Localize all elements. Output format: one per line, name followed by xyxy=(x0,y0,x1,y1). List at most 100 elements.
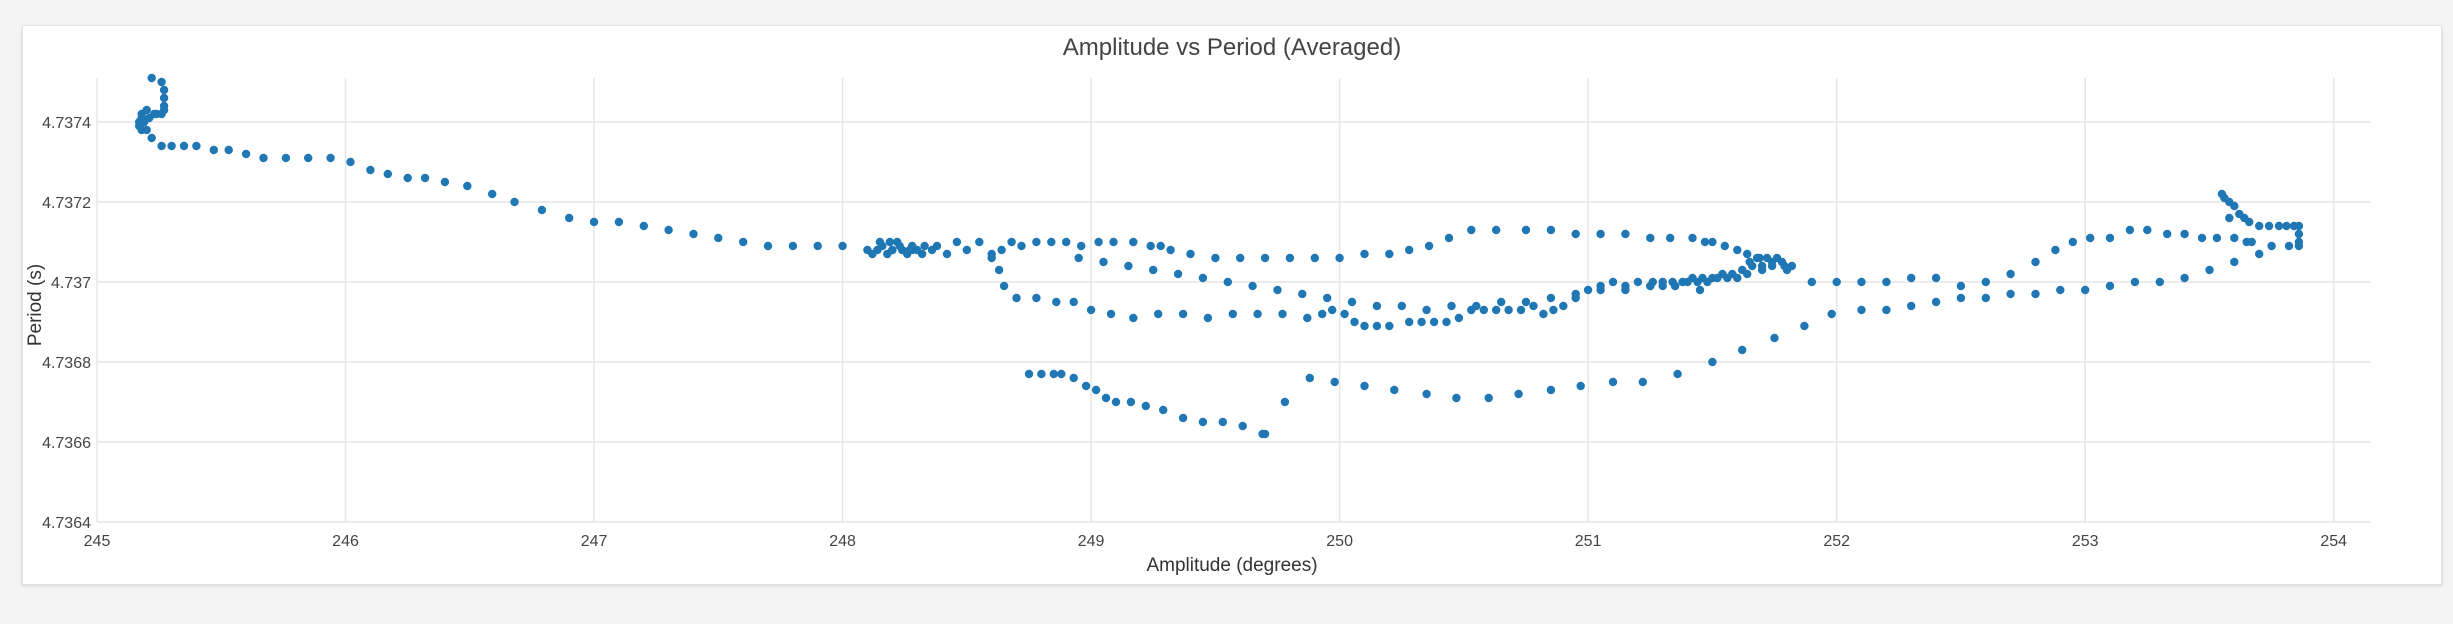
data-point xyxy=(1907,301,1916,311)
data-point xyxy=(888,245,897,255)
chart-title: Amplitude vs Period (Averaged) xyxy=(1063,34,1401,61)
data-point xyxy=(1372,321,1382,331)
chart-card: Amplitude vs Period (Averaged) 245 246 247… xyxy=(22,25,2442,585)
data-point xyxy=(1109,237,1118,247)
data-point xyxy=(1106,309,1116,319)
data-point xyxy=(1198,273,1208,283)
data-point xyxy=(1159,405,1168,415)
data-point xyxy=(1757,265,1767,275)
data-point xyxy=(1444,233,1454,243)
data-point xyxy=(2081,285,2090,295)
data-point xyxy=(1417,317,1426,327)
data-point xyxy=(1081,381,1091,391)
data-point xyxy=(1708,357,1717,367)
data-point xyxy=(1827,309,1836,319)
data-point xyxy=(1156,241,1165,251)
data-point xyxy=(259,153,268,163)
data-point xyxy=(639,221,648,231)
data-point xyxy=(1238,421,1247,431)
data-point xyxy=(1720,241,1730,251)
data-point xyxy=(1956,293,1966,303)
data-point xyxy=(1129,313,1138,323)
data-point xyxy=(2051,245,2060,255)
data-point xyxy=(1497,297,1506,307)
data-point xyxy=(1931,297,1941,307)
data-point xyxy=(1141,401,1151,411)
data-point xyxy=(1516,305,1526,315)
data-point xyxy=(1310,253,1320,263)
data-point xyxy=(1360,321,1369,331)
data-point xyxy=(2031,257,2040,267)
data-point xyxy=(1228,309,1238,319)
data-point xyxy=(997,245,1006,255)
data-point xyxy=(1770,333,1779,343)
data-point xyxy=(1576,381,1585,391)
data-point xyxy=(1857,277,1866,287)
data-point xyxy=(1479,305,1489,315)
data-point xyxy=(1713,273,1722,283)
data-point xyxy=(1258,429,1267,439)
data-point xyxy=(167,141,176,151)
data-point xyxy=(1007,237,1016,247)
data-point xyxy=(1708,237,1717,247)
data-point xyxy=(1646,233,1655,243)
data-point xyxy=(1385,249,1394,259)
data-point xyxy=(1086,305,1096,315)
data-point xyxy=(1695,285,1705,295)
data-point xyxy=(1484,393,1493,403)
data-point xyxy=(885,237,894,247)
data-point xyxy=(2242,237,2251,247)
data-point xyxy=(1278,309,1287,319)
data-point xyxy=(1126,397,1136,407)
data-point xyxy=(1350,317,1359,327)
data-point xyxy=(1280,397,1290,407)
data-point xyxy=(2235,209,2244,219)
data-point xyxy=(1638,377,1648,387)
data-point xyxy=(1646,281,1655,291)
data-point xyxy=(1673,369,1682,379)
data-point xyxy=(1857,305,1866,315)
data-point xyxy=(975,237,984,247)
data-point xyxy=(1907,273,1916,283)
data-point xyxy=(1032,237,1041,247)
data-point xyxy=(1571,293,1580,303)
series-bottom-descent xyxy=(1024,369,1267,439)
data-point xyxy=(1608,377,1618,387)
data-point xyxy=(1260,253,1270,263)
data-point xyxy=(2197,233,2207,243)
data-point xyxy=(224,145,233,155)
data-point xyxy=(1091,385,1101,395)
data-point xyxy=(1670,281,1680,291)
data-point xyxy=(1608,277,1618,287)
data-point xyxy=(1405,317,1414,327)
data-point xyxy=(1178,413,1188,423)
data-point xyxy=(1752,253,1762,263)
data-points xyxy=(135,73,2304,439)
data-point xyxy=(1762,253,1772,263)
data-point xyxy=(1318,309,1327,319)
x-tick-label: 249 xyxy=(1078,533,1105,550)
data-point xyxy=(2267,241,2276,251)
data-point xyxy=(1298,289,1307,299)
data-point xyxy=(2155,277,2164,287)
data-point xyxy=(932,241,942,251)
y-tick-label: 4.7368 xyxy=(42,355,91,372)
data-point xyxy=(1693,277,1702,287)
data-point xyxy=(1052,297,1061,307)
data-point xyxy=(813,241,822,251)
data-point xyxy=(1521,297,1531,307)
data-point xyxy=(1360,381,1369,391)
data-point xyxy=(2143,225,2152,235)
data-point xyxy=(1422,305,1431,315)
data-point xyxy=(1492,305,1501,315)
data-point xyxy=(1069,373,1078,383)
data-point xyxy=(1621,281,1630,291)
data-point xyxy=(875,237,885,247)
data-point xyxy=(1397,301,1407,311)
data-point xyxy=(510,197,519,207)
data-point xyxy=(942,249,952,259)
data-point xyxy=(1454,313,1464,323)
y-axis-label: Period (s) xyxy=(25,264,46,346)
data-point xyxy=(2086,233,2095,243)
data-point xyxy=(1546,385,1556,395)
